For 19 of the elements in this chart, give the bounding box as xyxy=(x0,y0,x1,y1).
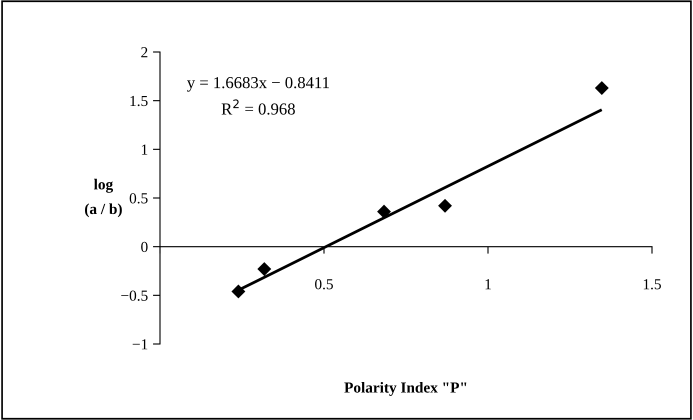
x-tick-label: 1.5 xyxy=(644,279,661,290)
point xyxy=(438,198,452,213)
y-axis-title: log (a / b) xyxy=(84,178,122,218)
y-tick-label: 0.5 xyxy=(130,193,148,204)
y-tick-label: 1.5 xyxy=(130,96,148,106)
y-tick-label: 1 xyxy=(142,144,148,155)
y-tick-label: −0.5 xyxy=(121,290,148,301)
x-axis-title: Polarity Index "P" xyxy=(344,382,466,396)
x-tick-label: 1 xyxy=(486,279,491,290)
point xyxy=(231,284,246,298)
y-tick-label: −1 xyxy=(132,339,148,350)
y-tick-label: 2 xyxy=(141,47,148,58)
annotation: y = 1.6683x − 0.8411 xyxy=(187,77,329,92)
point xyxy=(594,81,609,95)
annotation: R$^{2}$ = 0.968 xyxy=(222,99,295,115)
x-tick-label: 0.5 xyxy=(315,279,333,290)
point xyxy=(257,262,272,276)
y-tick-label: 0 xyxy=(141,242,148,252)
point xyxy=(377,204,391,219)
